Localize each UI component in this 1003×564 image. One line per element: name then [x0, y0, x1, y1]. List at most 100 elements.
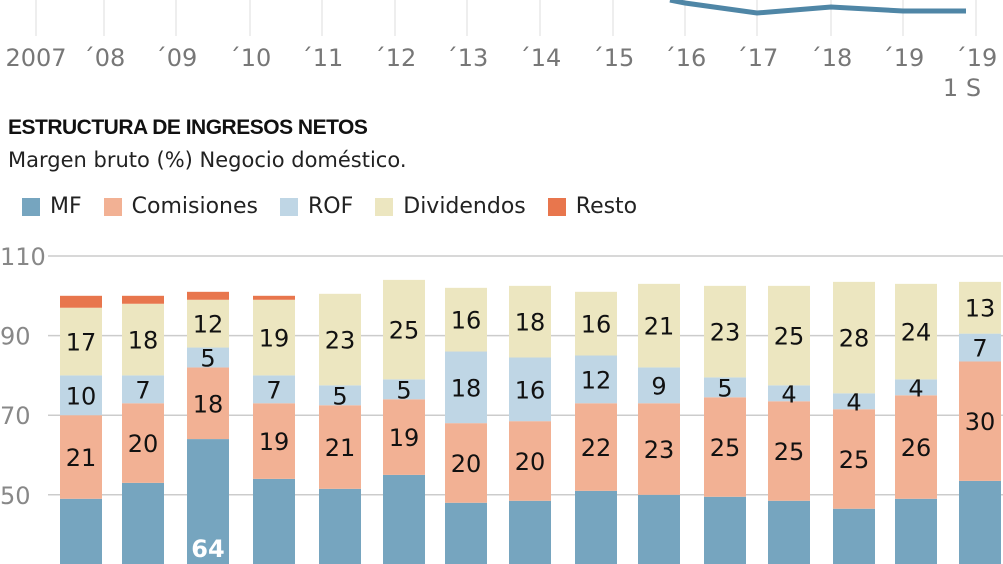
- data-label: 18: [128, 327, 159, 355]
- bar-segment-mf: [509, 500, 551, 564]
- bar-segment-dividendos: [319, 293, 361, 386]
- bar-segment-rof: [704, 377, 746, 398]
- data-label: 25: [839, 446, 870, 474]
- bar-segment-rof: [253, 375, 295, 404]
- top-x-tick-label: ´15: [592, 44, 635, 72]
- data-label: 9: [651, 372, 666, 400]
- data-label: 13: [965, 295, 996, 323]
- top-x-tick-sublabel: 1 S: [943, 74, 981, 102]
- chart-subtitle: Margen bruto (%) Negocio doméstico.: [8, 148, 407, 172]
- bar-segment-rof: [445, 351, 487, 424]
- data-label: 5: [396, 376, 411, 404]
- bar-segment-resto: [253, 295, 295, 300]
- bar-segment-dividendos: [383, 279, 425, 380]
- bar-segment-rof: [122, 375, 164, 404]
- data-label: 19: [259, 325, 290, 353]
- legend-label: Dividendos: [403, 194, 526, 219]
- data-label: 18: [515, 309, 546, 337]
- data-label: 5: [200, 344, 215, 372]
- y-tick-label: 50: [0, 482, 31, 510]
- bar-segment-mf: [833, 508, 875, 564]
- bar-segment-comisiones: [122, 403, 164, 483]
- data-label: 5: [332, 382, 347, 410]
- bar-segment-rof: [833, 393, 875, 410]
- bar-segment-dividendos: [60, 307, 102, 376]
- data-label: 25: [389, 317, 420, 345]
- bar-segment-rof: [768, 385, 810, 402]
- legend-swatch: [375, 197, 394, 216]
- bar-segment-comisiones: [768, 401, 810, 501]
- data-label: 12: [581, 366, 612, 394]
- bar-segment-resto: [122, 295, 164, 304]
- bar-segment-comisiones: [187, 367, 229, 440]
- legend-item: Resto: [547, 194, 637, 219]
- top-x-tick-label: ´08: [83, 44, 126, 72]
- bar-segment-dividendos: [638, 283, 680, 368]
- bar-segment-mf: [768, 500, 810, 564]
- top-x-tick-label: ´16: [664, 44, 707, 72]
- bar-segment-comisiones: [60, 415, 102, 499]
- legend-swatch: [103, 197, 122, 216]
- data-label: 28: [839, 325, 870, 353]
- data-label: 24: [901, 319, 932, 347]
- top-x-tick-label: ´11: [301, 44, 344, 72]
- legend-item: Comisiones: [103, 194, 258, 219]
- bar-segment-dividendos: [768, 285, 810, 386]
- top-x-tick-label: ´12: [374, 44, 417, 72]
- bar-segment-dividendos: [833, 281, 875, 394]
- bar-segment-comisiones: [445, 423, 487, 503]
- bar-segment-mf: [122, 482, 164, 564]
- legend: MF Comisiones ROF Dividendos Resto: [22, 194, 637, 219]
- bar-segment-mf: [319, 488, 361, 564]
- bar-segment-rof: [187, 347, 229, 368]
- bar-segment-comisiones: [253, 403, 295, 479]
- data-label: 25: [774, 438, 805, 466]
- data-label: 18: [193, 390, 224, 418]
- data-label: 5: [717, 374, 732, 402]
- data-label: 22: [581, 434, 612, 462]
- top-x-tick-label: ´14: [519, 44, 562, 72]
- bar-segment-comisiones: [319, 405, 361, 489]
- data-label: 20: [451, 450, 482, 478]
- data-label: 25: [710, 434, 741, 462]
- legend-label: ROF: [307, 194, 354, 219]
- bar-segment-mf: [959, 480, 1001, 564]
- bar-segment-resto: [60, 295, 102, 308]
- legend-swatch: [22, 197, 40, 216]
- data-label: 7: [266, 376, 281, 404]
- data-label: 26: [901, 434, 932, 462]
- data-label: 20: [128, 430, 159, 458]
- top-x-tick-label: 2007: [5, 44, 66, 72]
- bar-segment-dividendos: [704, 285, 746, 378]
- legend-label: MF: [50, 194, 82, 219]
- bar-segment-rof: [319, 385, 361, 406]
- data-label: 19: [389, 424, 420, 452]
- bar-segment-rof: [60, 375, 102, 416]
- top-x-tick-label: ´19: [882, 44, 925, 72]
- top-x-tick-label: ´13: [446, 44, 489, 72]
- bar-segment-mf: [60, 498, 102, 564]
- top-x-tick-label: ´17: [736, 44, 779, 72]
- bar-segment-dividendos: [509, 285, 551, 358]
- data-label: 21: [66, 444, 97, 472]
- bar-segment-mf: [638, 494, 680, 564]
- bar-segment-dividendos: [445, 287, 487, 352]
- bar-segment-comisiones: [704, 397, 746, 497]
- y-tick-label: 70: [0, 402, 31, 430]
- legend-label: Comisiones: [131, 194, 258, 219]
- data-label: 30: [965, 408, 996, 436]
- bar-segment-rof: [509, 357, 551, 422]
- bar-segment-rof: [895, 379, 937, 396]
- bar-segment-mf: [895, 498, 937, 564]
- bar-segment-rof: [959, 333, 1001, 362]
- bar-segment-comisiones: [383, 399, 425, 475]
- bar-segment-dividendos: [895, 283, 937, 380]
- bar-segment-comisiones: [959, 361, 1001, 481]
- bar-segment-dividendos: [959, 281, 1001, 334]
- bar-segment-mf: [187, 439, 229, 564]
- data-label: 25: [774, 323, 805, 351]
- bar-segment-dividendos: [122, 303, 164, 376]
- bar-segment-mf: [253, 478, 295, 564]
